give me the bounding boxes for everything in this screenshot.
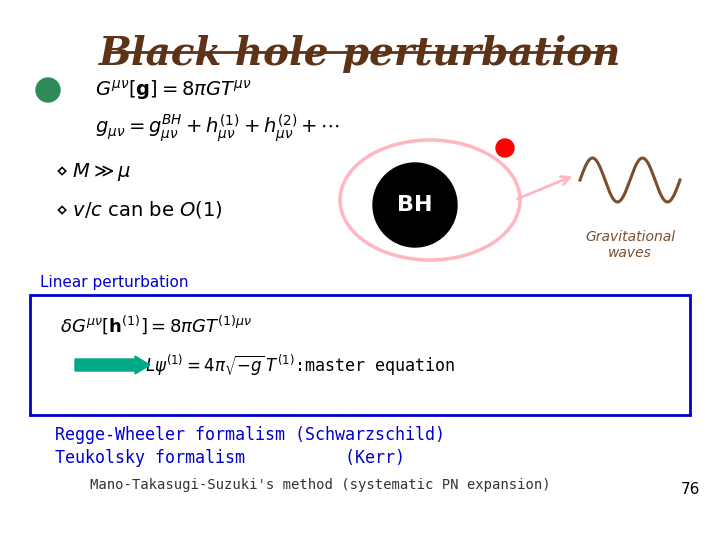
Text: BH: BH [397,195,433,215]
Text: Gravitational
waves: Gravitational waves [585,230,675,260]
Circle shape [36,78,60,102]
Text: 76: 76 [680,483,700,497]
Text: Regge-Wheeler formalism (Schwarzschild): Regge-Wheeler formalism (Schwarzschild) [55,426,445,444]
Text: 🌍: 🌍 [42,81,53,99]
Text: $G^{\mu\nu}[\mathbf{g}] = 8\pi G T^{\mu\nu}$: $G^{\mu\nu}[\mathbf{g}] = 8\pi G T^{\mu\… [95,78,252,102]
Text: $\delta G^{\mu\nu}[\mathbf{h}^{(1)}] = 8\pi G T^{(1)\mu\nu}$: $\delta G^{\mu\nu}[\mathbf{h}^{(1)}] = 8… [60,314,252,336]
FancyArrow shape [75,356,150,374]
Text: Black hole perturbation: Black hole perturbation [99,35,621,73]
FancyBboxPatch shape [30,295,690,415]
Text: Mano-Takasugi-Suzuki's method (systematic PN expansion): Mano-Takasugi-Suzuki's method (systemati… [90,478,551,492]
Text: $g_{\mu\nu} = g_{\mu\nu}^{BH} + h_{\mu\nu}^{(1)} + h_{\mu\nu}^{(2)} + \cdots$: $g_{\mu\nu} = g_{\mu\nu}^{BH} + h_{\mu\n… [95,112,340,144]
Text: Linear perturbation: Linear perturbation [40,275,189,290]
Text: Teukolsky formalism          (Kerr): Teukolsky formalism (Kerr) [55,449,405,467]
Text: $L\psi^{(1)} = 4\pi\sqrt{-g}\, T^{(1)}$:master equation: $L\psi^{(1)} = 4\pi\sqrt{-g}\, T^{(1)}$:… [145,353,455,377]
Circle shape [496,139,514,157]
Circle shape [373,163,457,247]
Text: $\diamond\; M\gg\mu$: $\diamond\; M\gg\mu$ [55,161,131,183]
Text: $\diamond\; v/c$ can be $O(1)$: $\diamond\; v/c$ can be $O(1)$ [55,199,222,220]
